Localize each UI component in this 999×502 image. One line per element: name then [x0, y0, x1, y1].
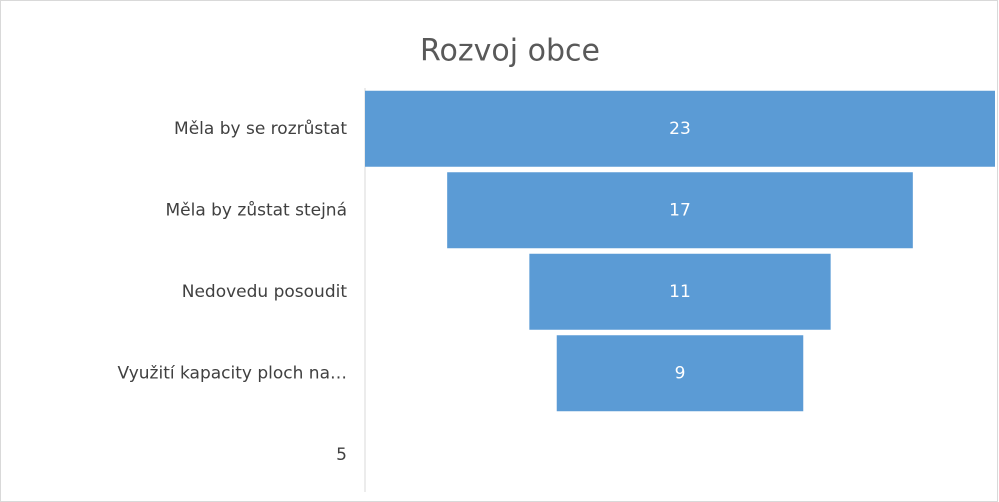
category-label: Měla by zůstat stejná — [165, 200, 347, 220]
funnel-bar — [556, 335, 804, 412]
funnel-bar — [447, 172, 913, 249]
category-label: 5 — [336, 445, 347, 465]
data-label: 23 — [669, 119, 691, 139]
chart-title: Rozvoj obce — [420, 34, 600, 69]
data-label: 17 — [669, 200, 691, 220]
funnel-bar — [529, 253, 831, 330]
category-label: Nedovedu posoudit — [182, 282, 348, 302]
funnel-bar — [365, 90, 995, 167]
data-label: 9 — [675, 363, 686, 383]
category-label: Využití kapacity ploch na… — [118, 363, 347, 383]
data-label: 11 — [669, 282, 691, 302]
category-label: Měla by se rozrůstat — [174, 119, 347, 139]
